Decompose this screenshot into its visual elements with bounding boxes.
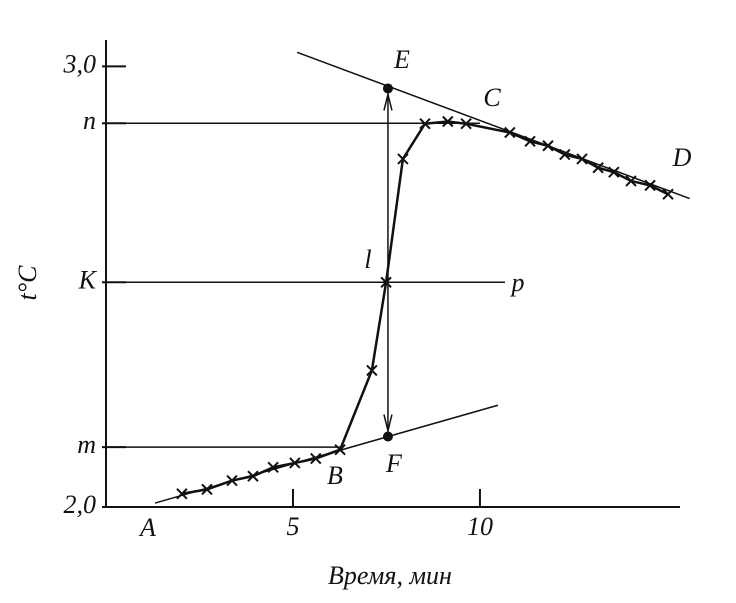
arrow-head — [383, 94, 393, 111]
arrow-head — [383, 414, 393, 431]
y-tick-label: m — [77, 430, 96, 459]
y-tick-label: 3,0 — [63, 49, 97, 78]
cross — [176, 488, 188, 500]
cross — [366, 364, 378, 377]
cross — [644, 179, 656, 192]
cross — [504, 126, 516, 139]
annotation: p — [510, 268, 525, 297]
cross — [247, 470, 259, 482]
cross — [289, 457, 301, 469]
cross — [267, 461, 279, 474]
y-tick-label: n — [83, 106, 96, 135]
annotation: D — [672, 143, 692, 172]
cross — [201, 483, 213, 496]
cross — [334, 444, 346, 456]
curve — [181, 120, 669, 496]
annotation: l — [364, 245, 371, 274]
cross — [524, 135, 536, 148]
cross — [397, 153, 409, 165]
cross — [460, 118, 472, 130]
annotation: F — [385, 449, 403, 478]
cross — [442, 115, 454, 128]
annotation: B — [327, 461, 343, 490]
cross — [576, 153, 588, 165]
cross — [542, 140, 554, 152]
cross — [380, 276, 392, 289]
cross — [608, 166, 620, 178]
cross — [226, 474, 238, 487]
cross — [419, 118, 431, 130]
cross — [559, 148, 571, 161]
point — [382, 431, 393, 442]
cross — [625, 175, 637, 187]
cross — [310, 452, 322, 465]
point — [382, 83, 393, 94]
cross — [662, 188, 674, 200]
x-axis-label: Время, мин — [328, 561, 452, 590]
y-tick-label: K — [78, 265, 98, 294]
cross — [592, 162, 604, 174]
guide-line — [296, 51, 690, 200]
annotation: A — [138, 513, 156, 542]
annotation: E — [393, 45, 410, 74]
y-axis-label: t°C — [13, 265, 42, 301]
x-tick-label: 10 — [467, 512, 493, 541]
y-tick-label: 2,0 — [64, 490, 97, 519]
annotation: C — [483, 83, 501, 112]
x-tick-label: 5 — [286, 512, 299, 541]
